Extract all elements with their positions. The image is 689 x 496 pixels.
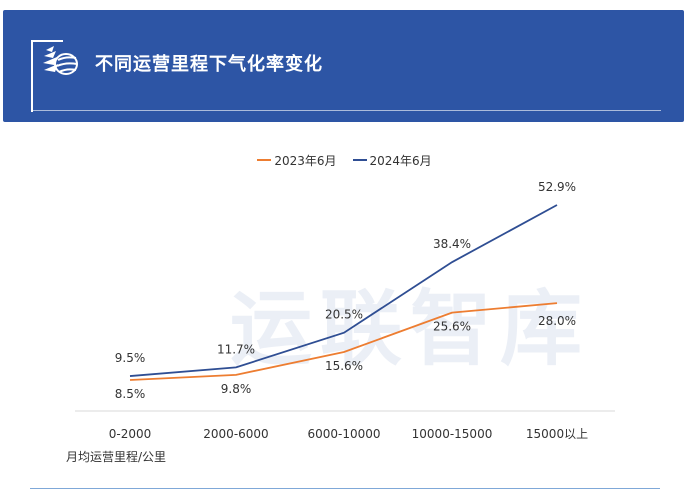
data-label: 9.8% (221, 382, 252, 396)
data-label: 20.5% (325, 308, 363, 322)
data-label: 9.5% (115, 351, 146, 365)
x-axis-title: 月均运营里程/公里 (66, 448, 166, 465)
x-tick-label: 10000-15000 (412, 427, 493, 441)
x-tick-label: 15000以上 (526, 427, 588, 441)
x-tick-label: 0-2000 (109, 427, 152, 441)
data-label: 52.9% (538, 180, 576, 194)
data-label: 25.6% (433, 320, 471, 334)
bottom-divider (30, 488, 660, 489)
x-tick-label: 2000-6000 (203, 427, 268, 441)
data-label: 28.0% (538, 314, 576, 328)
data-label: 8.5% (115, 387, 146, 401)
data-label: 11.7% (217, 342, 255, 356)
x-tick-label: 6000-10000 (307, 427, 380, 441)
line-chart: 0-2000 2000-6000 6000-10000 10000-15000 1500… (0, 0, 689, 496)
data-label: 38.4% (433, 237, 471, 251)
series-line-2024 (130, 205, 557, 376)
data-label: 15.6% (325, 359, 363, 373)
